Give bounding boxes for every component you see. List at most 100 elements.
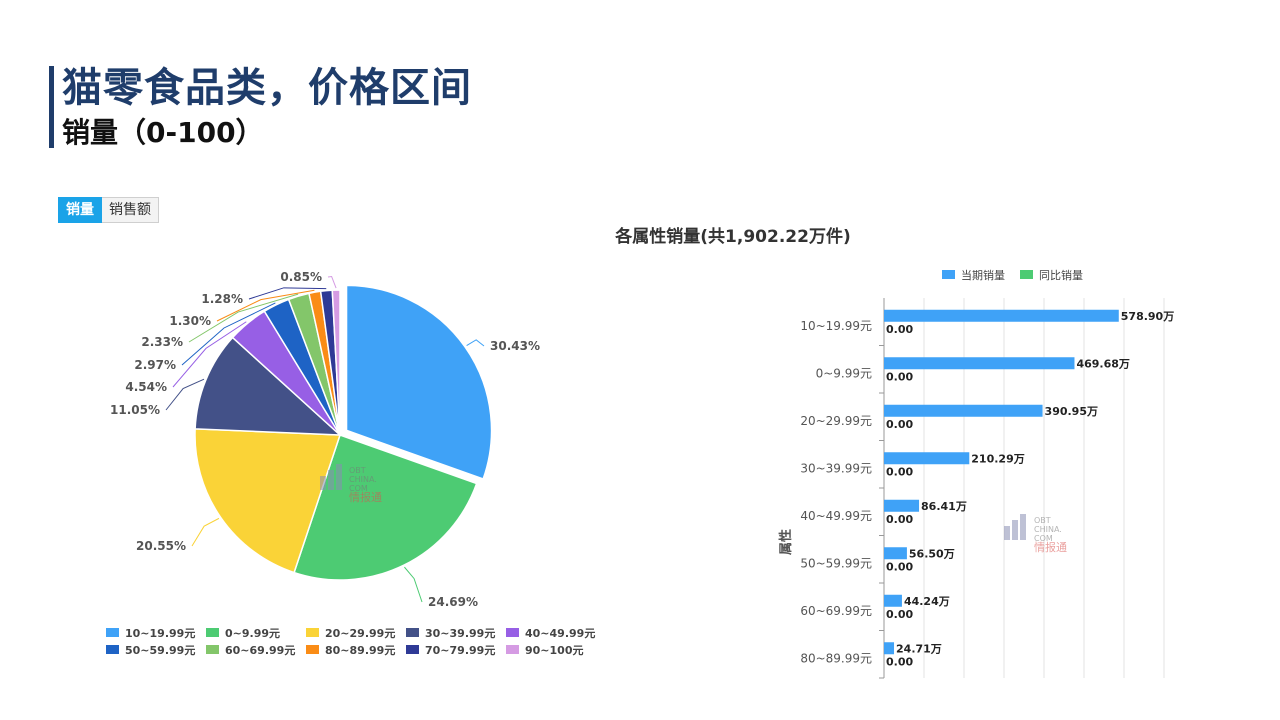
legend-swatch[interactable] [206, 628, 219, 637]
bar-value-label: 24.71万 [896, 642, 942, 655]
bar-current[interactable] [884, 452, 970, 465]
pie-slice-label: 4.54% [125, 380, 167, 394]
legend-swatch[interactable] [106, 645, 119, 654]
bar-current[interactable] [884, 309, 1119, 322]
legend-swatch[interactable] [506, 628, 519, 637]
bar-value-label: 0.00 [886, 513, 913, 526]
pie-slice-label: 1.30% [169, 314, 211, 328]
bar-value-label: 0.00 [886, 655, 913, 668]
legend-swatch[interactable] [206, 645, 219, 654]
legend-label[interactable]: 30~39.99元 [425, 627, 495, 640]
watermark-text: CHINA. [1034, 525, 1062, 534]
pie-slice[interactable] [331, 289, 341, 436]
legend-label[interactable]: 当期销量 [961, 268, 1005, 282]
pie-leader-line [404, 566, 423, 603]
bar-value-label: 0.00 [886, 465, 913, 478]
legend-label[interactable]: 同比销量 [1039, 268, 1083, 282]
legend-swatch[interactable] [1020, 270, 1033, 279]
tab-sales-amount[interactable]: 销售额 [102, 197, 159, 223]
y-tick-label: 80~89.99元 [800, 651, 872, 665]
legend-label[interactable]: 10~19.99元 [125, 627, 195, 640]
legend-label[interactable]: 0~9.99元 [225, 627, 280, 640]
legend-label[interactable]: 60~69.99元 [225, 644, 295, 657]
legend-swatch[interactable] [506, 645, 519, 654]
legend-swatch[interactable] [306, 628, 319, 637]
watermark-text: CHINA. [349, 475, 377, 484]
page-subtitle: 销量（0-100） [62, 116, 264, 149]
legend-label[interactable]: 90~100元 [525, 644, 584, 657]
bar-value-label: 0.00 [886, 418, 913, 431]
watermark-text: COM [349, 484, 368, 493]
bar-current[interactable] [884, 357, 1075, 370]
watermark-brand: 情报通 [349, 490, 382, 504]
bar-current[interactable] [884, 642, 895, 655]
pie-leader-line [327, 275, 337, 289]
watermark-text: COM [1034, 534, 1053, 543]
bar-value-label: 469.68万 [1076, 357, 1129, 370]
pie-slice-label: 11.05% [110, 403, 160, 417]
pie-slice-label: 1.28% [201, 292, 243, 306]
legend-swatch[interactable] [406, 628, 419, 637]
watermark-text: OBT [1034, 516, 1051, 525]
legend-swatch[interactable] [942, 270, 955, 279]
pie-leader-line [188, 293, 299, 343]
pie-leader-line [248, 287, 327, 300]
bar-value-label: 44.24万 [904, 595, 950, 608]
y-tick-label: 60~69.99元 [800, 604, 872, 618]
legend-label[interactable]: 50~59.99元 [125, 644, 195, 657]
bar-value-label: 390.95万 [1045, 405, 1098, 418]
bar-current[interactable] [884, 594, 902, 607]
bar-legend: 当期销量 同比销量 [942, 268, 1083, 282]
pie-slice-label: 30.43% [490, 339, 540, 353]
pie-slice-label: 0.85% [280, 270, 322, 284]
y-tick-label: 50~59.99元 [800, 556, 872, 570]
title-accent-bar [49, 66, 54, 148]
bar-value-label: 0.00 [886, 370, 913, 383]
y-tick-label: 0~9.99元 [816, 366, 872, 380]
watermark-brand: 情报通 [1034, 540, 1067, 554]
bar-value-label: 578.90万 [1121, 310, 1174, 323]
bar-value-label: 0.00 [886, 323, 913, 336]
legend-swatch[interactable] [306, 645, 319, 654]
bar-current[interactable] [884, 499, 920, 512]
y-axis-label: 属性 [778, 529, 794, 555]
legend-swatch[interactable] [406, 645, 419, 654]
legend-swatch[interactable] [106, 628, 119, 637]
bar-value-label: 210.29万 [971, 452, 1024, 465]
pie-chart: 30.43% 24.69% 20.55% 11.05% 4.54% 2.97% 2.33% 1… [106, 270, 595, 657]
legend-label[interactable]: 40~49.99元 [525, 627, 595, 640]
pie-slice[interactable] [194, 428, 342, 574]
watermark-text: OBT [349, 466, 366, 475]
pie-slice-label: 2.97% [134, 358, 176, 372]
pie-slice-label: 24.69% [428, 595, 478, 609]
bar-value-label: 86.41万 [921, 500, 967, 513]
bar-current[interactable] [884, 404, 1043, 417]
pie-leader-line [181, 302, 276, 366]
pie-leader-line [172, 321, 247, 388]
y-tick-label: 10~19.99元 [800, 319, 872, 333]
y-tick-label: 40~49.99元 [800, 509, 872, 523]
bar-value-label: 56.50万 [909, 547, 955, 560]
metric-tabs: 销量 销售额 [58, 197, 159, 223]
legend-label[interactable]: 20~29.99元 [325, 627, 395, 640]
pie-slice[interactable] [194, 336, 343, 436]
bar-chart-title: 各属性销量(共1,902.22万件) [615, 227, 851, 247]
pie-slice-label: 20.55% [136, 539, 186, 553]
pie-leader-line [466, 339, 485, 347]
bar-value-label: 0.00 [886, 560, 913, 573]
y-tick-label: 30~39.99元 [800, 461, 872, 475]
y-tick-label: 20~29.99元 [800, 414, 872, 428]
bar-value-label: 0.00 [886, 608, 913, 621]
pie-slice[interactable] [345, 284, 493, 480]
legend-label[interactable]: 80~89.99元 [325, 644, 395, 657]
bar-current[interactable] [884, 547, 907, 560]
tab-sales-volume[interactable]: 销量 [58, 197, 102, 223]
page-title: 猫零食品类，价格区间 [62, 65, 472, 111]
pie-leader-line [216, 289, 315, 322]
pie-leader-line [191, 517, 220, 547]
legend-label[interactable]: 70~79.99元 [425, 644, 495, 657]
pie-slice-label: 2.33% [141, 335, 183, 349]
